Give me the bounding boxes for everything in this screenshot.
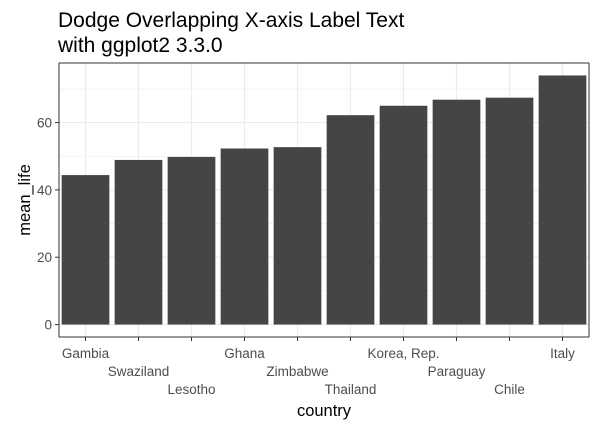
panel-border [58,62,590,338]
chart-title-line-2: with ggplot2 3.3.0 [58,34,223,57]
bar [432,99,481,325]
bar [61,175,110,325]
bar [538,75,587,325]
bar [114,159,163,325]
y-tick-label: 60 [37,116,52,131]
bar [485,97,534,325]
chart-title: Dodge Overlapping X-axis Label Text with… [58,8,404,58]
bar [167,156,216,325]
bar [379,105,428,325]
bar [220,148,269,325]
x-axis-title: country [297,402,352,420]
x-tick-label: Paraguay [428,364,486,379]
y-tick-label: 40 [37,183,52,198]
x-tick-label: Ghana [224,346,265,361]
x-tick-label: Korea, Rep. [367,346,439,361]
x-tick-label: Lesotho [167,382,215,397]
y-tick-label: 0 [44,318,52,333]
x-tick-label: Italy [550,346,575,361]
chart-title-line-1: Dodge Overlapping X-axis Label Text [58,9,405,32]
x-tick-label: Swaziland [108,364,170,379]
y-axis: 0 20 40 60 [37,116,59,333]
x-tick-label: Chile [494,382,525,397]
x-tick-label: Thailand [325,382,377,397]
bar [273,147,322,325]
x-tick-label: Zimbabwe [266,364,328,379]
x-tick-label: Gambia [62,346,110,361]
y-tick-label: 20 [37,250,52,265]
bar [326,115,375,325]
y-axis-title: mean_life [16,164,34,236]
bars [61,75,587,325]
